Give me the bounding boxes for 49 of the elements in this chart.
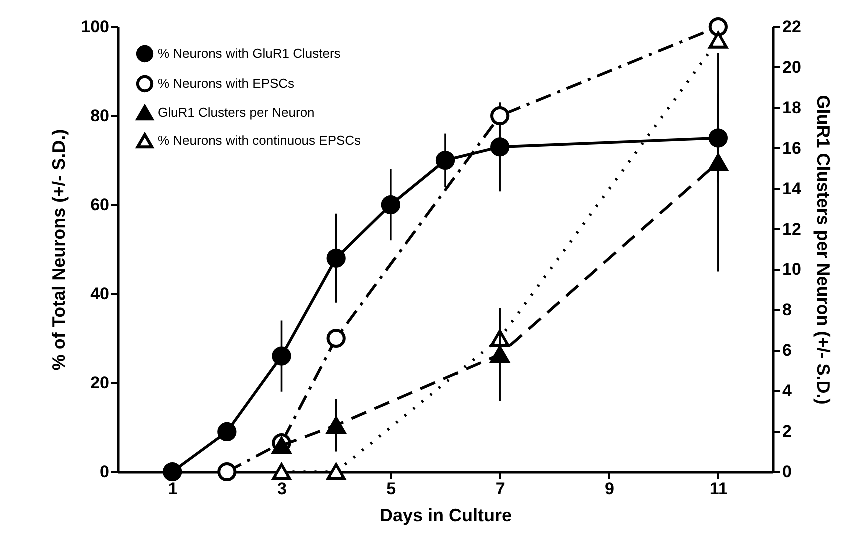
y2-tick-label: 0: [782, 462, 792, 482]
y2-tick-label: 16: [782, 138, 802, 158]
point: [490, 106, 510, 126]
point: [218, 462, 237, 482]
y-tick-label: 40: [90, 284, 110, 304]
y-tick-label: 80: [90, 106, 110, 126]
y2-tick-label: 2: [782, 422, 792, 442]
y2-tick-label: 4: [782, 382, 792, 401]
y2-tick-label: 6: [782, 341, 792, 360]
x-tick-label: 5: [386, 480, 396, 498]
point: [326, 416, 346, 434]
x-tick-label: 11: [710, 480, 728, 498]
y2-tick-label: 20: [782, 58, 802, 77]
x-tick-label: 7: [496, 480, 506, 498]
y2-tick-label: 18: [782, 98, 802, 118]
y2-tick-label: 22: [782, 18, 802, 36]
point: [381, 195, 400, 215]
point: [708, 32, 728, 49]
point: [326, 328, 346, 348]
legend-label: % Neurons with EPSCs: [158, 76, 296, 91]
point: [163, 462, 182, 482]
point: [272, 464, 292, 480]
y2-tick-label: 12: [782, 220, 802, 239]
legend-label: % Neurons with continuous EPSCs: [158, 133, 362, 148]
point: [708, 17, 728, 37]
y-tick-label: 100: [81, 18, 110, 36]
point: [272, 437, 292, 454]
x-tick-label: 9: [605, 480, 614, 498]
x-tick-label: 3: [278, 480, 287, 498]
point: [218, 422, 237, 442]
y-axis-title: % of Total Neurons (+/- S.D.): [49, 129, 70, 371]
point: [326, 248, 346, 268]
point: [490, 138, 510, 157]
point: [326, 464, 346, 480]
y-tick-label: 0: [100, 462, 110, 482]
point: [436, 150, 456, 170]
y2-tick-label: 10: [782, 260, 802, 280]
y-tick-label: 60: [90, 196, 110, 214]
legend-label: GluR1 Clusters per Neuron: [158, 105, 315, 120]
x-axis-title: Days in Culture: [380, 506, 512, 526]
point: [272, 346, 292, 366]
legend-label: % Neurons with GluR1 Clusters: [158, 46, 342, 61]
y2-axis-title: GluR1 Clusters per Neuron (+/- S.D.): [813, 95, 834, 405]
y-tick-label: 20: [90, 374, 110, 392]
x-tick-label: 1: [168, 480, 178, 498]
y2-tick-label: 8: [782, 300, 792, 320]
point: [490, 346, 510, 364]
y2-tick-label: 14: [782, 179, 802, 198]
point: [708, 154, 728, 172]
